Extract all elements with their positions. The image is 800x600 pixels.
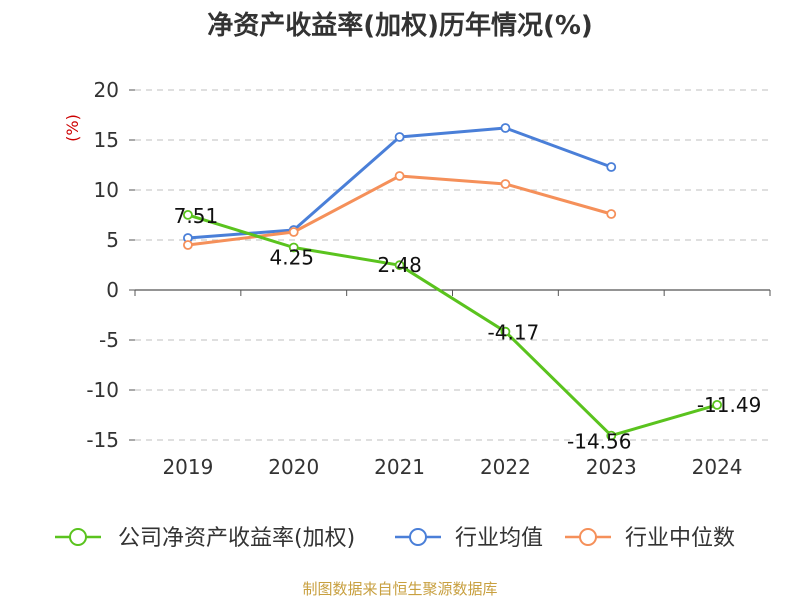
series-point-2 xyxy=(606,209,617,219)
y-tick-label: -5 xyxy=(99,328,119,352)
source-note: 制图数据来自恒生聚源数据库 xyxy=(302,580,497,598)
series-point-0 xyxy=(394,260,405,271)
legend-label-2: 行业中位数 xyxy=(625,526,735,551)
x-tick-label: 2022 xyxy=(480,455,531,479)
data-label: -4.17 xyxy=(488,321,540,345)
series-point-0 xyxy=(500,326,511,337)
series-point-2 xyxy=(288,227,299,237)
legend-label-1: 行业均值 xyxy=(455,526,543,551)
x-tick-label: 2020 xyxy=(268,455,319,479)
y-tick-label: 10 xyxy=(94,178,119,202)
series-line-0 xyxy=(187,213,718,438)
legend-label-0: 公司净资产收益率(加权) xyxy=(118,526,355,551)
data-label: 7.51 xyxy=(174,204,219,228)
series-point-0 xyxy=(183,209,193,220)
data-label: 4.25 xyxy=(269,246,314,270)
y-tick-labels: 20 15 10 5 0 -5 -10 -15 xyxy=(86,78,119,452)
y-tick-label: 20 xyxy=(94,78,119,102)
x-tick-label: 2024 xyxy=(692,455,743,479)
legend: 公司净资产收益率(加权) 行业均值 行业中位数 xyxy=(55,526,735,551)
series-lines xyxy=(183,123,722,441)
series-point-1 xyxy=(500,123,511,133)
x-axis: 2019 2020 2021 2022 2023 2024 xyxy=(134,289,771,479)
grid-lines xyxy=(129,89,770,441)
y-tick-label: 15 xyxy=(94,128,119,152)
series-point-0 xyxy=(606,430,617,441)
data-label: -11.49 xyxy=(697,393,761,417)
y-tick-label: 5 xyxy=(106,228,119,252)
data-label: -14.56 xyxy=(567,430,631,454)
x-tick-label: 2019 xyxy=(162,455,213,479)
series-point-2 xyxy=(183,240,193,250)
legend-marker-2 xyxy=(579,528,597,546)
y-tick-label: -15 xyxy=(86,428,119,452)
series-point-2 xyxy=(500,179,511,189)
data-labels: 7.51 4.25 2.48 -4.17 -14.56 -11.49 xyxy=(174,204,762,454)
y-axis-label: (%) xyxy=(63,114,82,142)
series-point-0 xyxy=(288,242,299,253)
legend-marker-0 xyxy=(69,528,87,546)
chart-title: 净资产收益率(加权)历年情况(%) xyxy=(207,10,593,41)
y-tick-label: 0 xyxy=(106,278,119,302)
data-label: 2.48 xyxy=(377,253,422,277)
x-tick-label: 2023 xyxy=(586,455,637,479)
x-tick-label: 2021 xyxy=(374,455,425,479)
series-point-0 xyxy=(712,399,722,410)
series-point-1 xyxy=(606,162,617,172)
legend-marker-1 xyxy=(409,528,427,546)
series-point-1 xyxy=(394,132,405,142)
series-line-1 xyxy=(187,126,612,240)
series-point-2 xyxy=(394,171,405,181)
y-tick-label: -10 xyxy=(86,378,119,402)
